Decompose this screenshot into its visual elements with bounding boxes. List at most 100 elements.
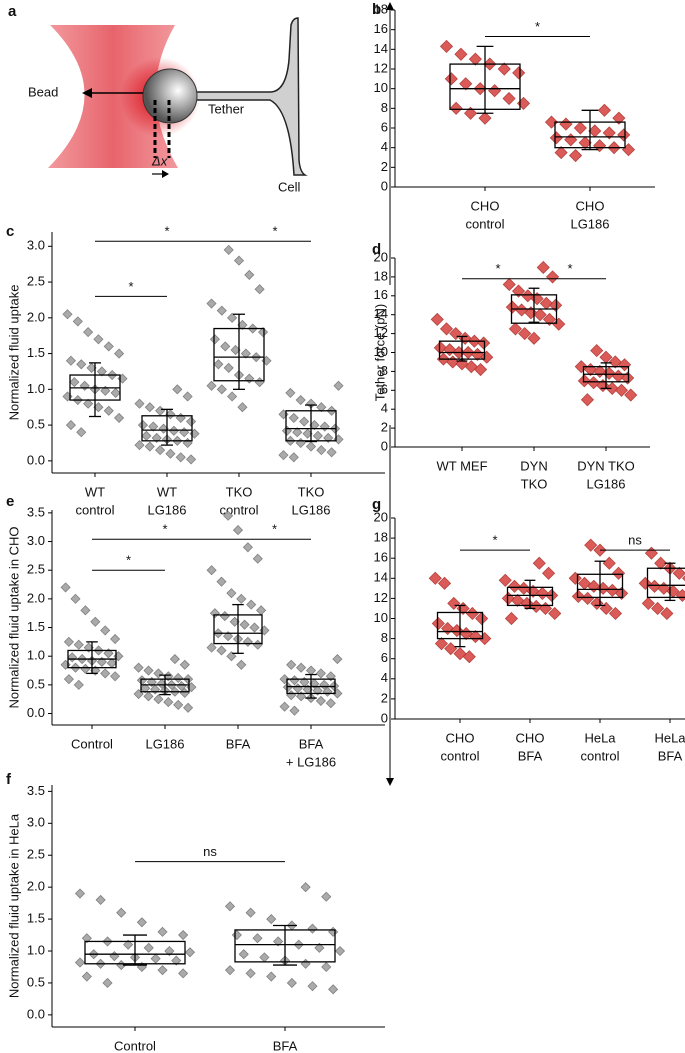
data-point [580,393,595,407]
data-point [536,260,550,275]
data-point [475,611,489,626]
data-point [100,668,111,679]
x-tick-label: CHO [576,198,605,213]
data-point [233,255,245,266]
x-tick-label: control [465,216,504,231]
data-point [153,668,164,679]
data-point [237,402,248,413]
x-tick-label: WT MEF [436,458,487,473]
data-point [110,671,121,682]
y-tick-label: 0.0 [27,452,45,467]
data-point [134,398,145,409]
data-point [223,362,234,373]
data-point [150,953,161,964]
significance-label: * [535,19,540,34]
significance-label: * [272,522,277,537]
cell-and-tether [195,17,308,176]
data-point [289,705,300,716]
y-tick-label: 3.0 [27,815,45,830]
data-point [168,425,179,436]
data-point [533,308,547,322]
y-tick-label: 2 [381,690,388,705]
data-point [113,412,125,424]
data-point [224,901,236,912]
data-point [223,244,234,255]
y-tick-label: 10 [374,344,388,359]
data-point [231,929,242,941]
panel-label: c [6,223,14,240]
data-point [110,633,121,645]
data-point [428,571,442,585]
y-tick-label: 2.5 [27,273,45,288]
x-tick-label: BFA [273,1038,298,1053]
data-point [257,327,269,338]
data-point [439,39,454,53]
data-point [468,630,483,644]
data-point [72,316,83,327]
data-point [95,894,106,905]
panel-label: d [372,241,381,258]
data-point [143,665,154,676]
tether-label: Tether [208,101,245,116]
data-point [178,929,189,941]
data-point [581,591,595,605]
x-tick-label: control [75,502,114,517]
data-point [549,131,563,145]
data-point [148,421,159,432]
data-point [319,421,330,432]
data-point [239,619,250,630]
data-point [67,652,78,663]
data-point [307,981,318,992]
data-point [328,984,339,995]
arrow-head [82,88,92,98]
data-point [157,965,168,976]
x-tick-label: LG186 [570,216,609,231]
x-tick-label: HeLa [584,730,616,745]
cell-label: Cell [278,179,301,194]
x-tick-label: WT [157,484,177,499]
data-point [497,62,511,76]
data-point [512,66,526,80]
data-point [164,945,175,957]
data-point [571,589,585,603]
data-point [109,951,120,962]
y-axis-label: Tether force (pN) [372,304,387,402]
data-point [654,556,668,570]
data-point [292,427,303,438]
y-tick-label: 0 [381,178,388,193]
y-tick-label: 16 [374,21,388,36]
data-point [621,371,635,385]
y-tick-label: 1.5 [27,619,45,634]
y-axis-label: Normalized fluid uptake in HeLa [6,813,21,998]
data-point [81,971,92,982]
data-point [178,968,189,979]
data-point [252,553,263,564]
y-tick-label: 2 [381,420,388,435]
y-tick-label: 10 [374,80,388,95]
data-point [227,312,238,323]
data-point [143,942,154,953]
data-point [227,391,238,402]
x-tick-label: TKO [521,476,548,491]
data-point [559,117,573,131]
data-point [254,377,265,388]
data-point [568,148,583,163]
data-point [584,538,598,552]
data-point [468,52,482,66]
data-point [73,679,84,690]
x-tick-label: CHO [471,198,500,213]
data-point [621,143,636,157]
data-point [518,327,532,341]
y-tick-label: 18 [374,530,388,545]
data-point [321,961,332,973]
data-point [133,688,144,700]
data-point [465,606,479,621]
data-point [444,72,458,86]
data-point [431,616,445,631]
data-point [179,659,190,670]
data-point [259,952,270,963]
y-tick-label: 0.5 [27,676,45,691]
data-point [93,334,104,345]
data-point [140,683,151,694]
data-point [73,639,84,650]
